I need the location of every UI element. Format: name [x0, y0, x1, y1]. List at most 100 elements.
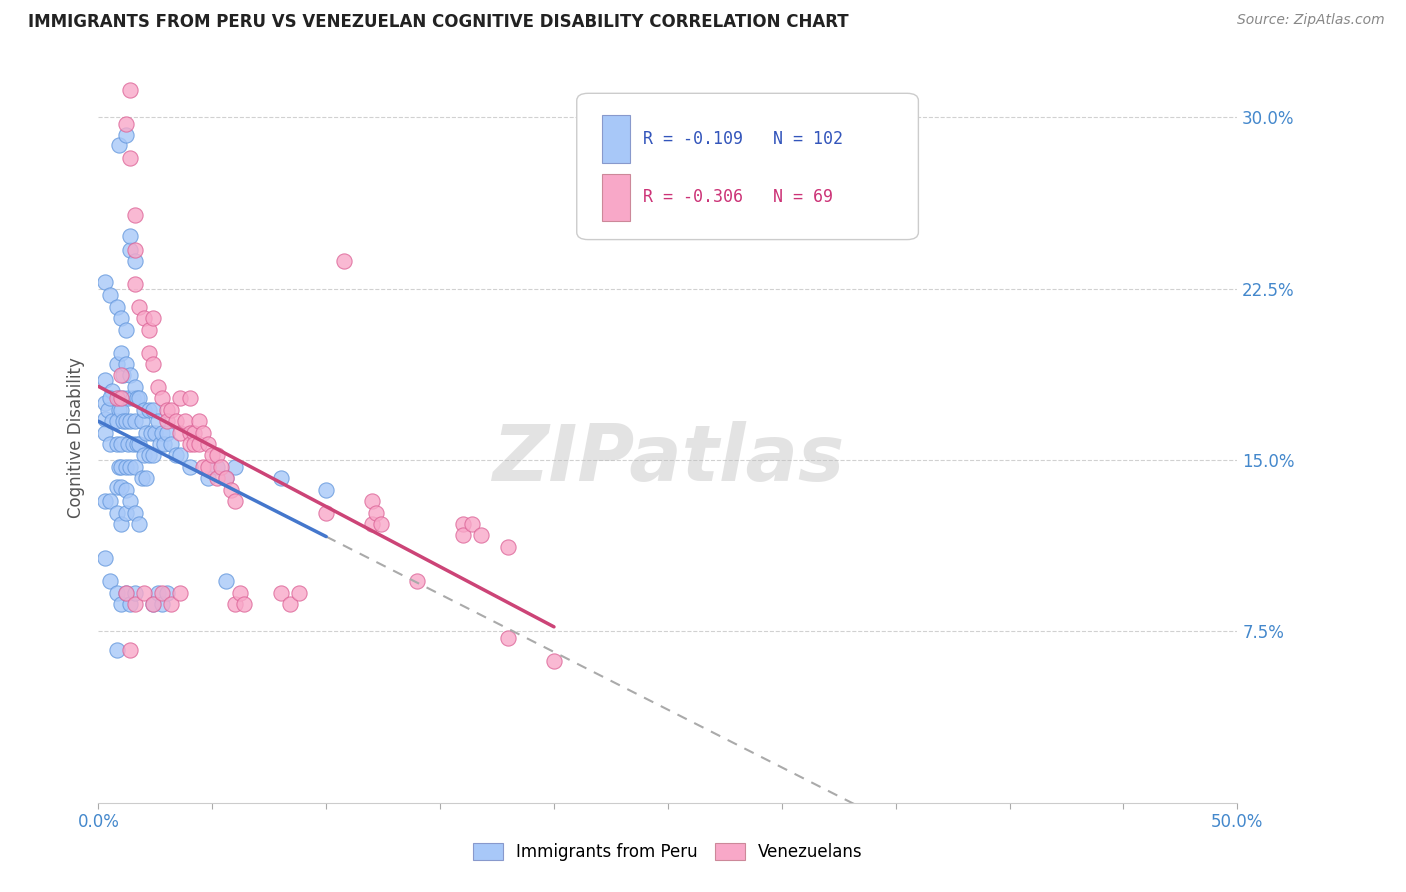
- Point: [233, 597, 256, 611]
- Point: [128, 437, 150, 451]
- Point: [270, 585, 292, 599]
- Point: [121, 437, 143, 451]
- Point: [201, 449, 224, 463]
- Point: [124, 208, 146, 222]
- Point: [128, 391, 150, 405]
- Point: [110, 480, 132, 494]
- Point: [124, 254, 146, 268]
- Point: [470, 528, 492, 542]
- Text: ZIPatlas: ZIPatlas: [492, 421, 844, 497]
- Point: [160, 402, 183, 417]
- Point: [114, 459, 136, 474]
- Point: [114, 128, 136, 143]
- Point: [124, 459, 146, 474]
- Point: [94, 551, 117, 566]
- Text: IMMIGRANTS FROM PERU VS VENEZUELAN COGNITIVE DISABILITY CORRELATION CHART: IMMIGRANTS FROM PERU VS VENEZUELAN COGNI…: [28, 13, 849, 31]
- Point: [224, 459, 246, 474]
- Point: [110, 311, 132, 326]
- Point: [169, 425, 191, 440]
- Point: [98, 391, 121, 405]
- Point: [120, 642, 142, 657]
- Point: [114, 506, 136, 520]
- Point: [94, 275, 117, 289]
- Point: [146, 585, 169, 599]
- Point: [114, 585, 136, 599]
- Point: [112, 414, 135, 428]
- Point: [124, 243, 146, 257]
- Point: [114, 585, 136, 599]
- Point: [114, 117, 136, 131]
- Point: [124, 506, 146, 520]
- Point: [498, 632, 520, 646]
- Legend: Immigrants from Peru, Venezuelans: Immigrants from Peru, Venezuelans: [467, 836, 869, 868]
- Point: [165, 449, 187, 463]
- Point: [288, 585, 311, 599]
- Point: [224, 494, 246, 508]
- Point: [360, 494, 382, 508]
- Point: [156, 414, 179, 428]
- Point: [114, 323, 136, 337]
- Point: [120, 151, 142, 165]
- Point: [110, 391, 132, 405]
- Point: [121, 391, 143, 405]
- Point: [110, 437, 132, 451]
- Point: [105, 391, 128, 405]
- Point: [139, 425, 162, 440]
- Point: [142, 402, 165, 417]
- Point: [183, 425, 205, 440]
- Point: [156, 585, 179, 599]
- Point: [138, 402, 160, 417]
- Point: [96, 402, 118, 417]
- Point: [110, 516, 132, 531]
- Point: [187, 437, 209, 451]
- Point: [228, 585, 250, 599]
- Point: [197, 459, 219, 474]
- Point: [498, 540, 520, 554]
- Point: [179, 391, 201, 405]
- Point: [120, 597, 142, 611]
- Point: [360, 516, 382, 531]
- Point: [138, 323, 160, 337]
- Point: [193, 425, 215, 440]
- Point: [406, 574, 429, 588]
- Point: [193, 459, 215, 474]
- Point: [156, 425, 179, 440]
- Point: [209, 459, 232, 474]
- Point: [146, 380, 169, 394]
- Point: [98, 494, 121, 508]
- Point: [108, 137, 131, 152]
- Point: [142, 311, 165, 326]
- Point: [224, 597, 246, 611]
- Point: [105, 642, 128, 657]
- Point: [124, 597, 146, 611]
- Point: [142, 449, 165, 463]
- Point: [114, 414, 136, 428]
- Point: [461, 516, 484, 531]
- Point: [105, 437, 128, 451]
- Point: [112, 368, 135, 383]
- Point: [179, 425, 201, 440]
- Point: [110, 459, 132, 474]
- Point: [150, 391, 173, 405]
- Point: [150, 597, 173, 611]
- Point: [149, 437, 172, 451]
- Point: [131, 414, 153, 428]
- Point: [197, 471, 219, 485]
- Point: [105, 480, 128, 494]
- Point: [132, 311, 155, 326]
- Point: [183, 437, 205, 451]
- Point: [142, 597, 165, 611]
- Point: [114, 357, 136, 371]
- Point: [117, 437, 139, 451]
- Point: [132, 585, 155, 599]
- Point: [215, 574, 238, 588]
- Text: Source: ZipAtlas.com: Source: ZipAtlas.com: [1237, 13, 1385, 28]
- Point: [174, 414, 197, 428]
- Point: [146, 414, 169, 428]
- Point: [94, 412, 117, 426]
- Text: R = -0.109   N = 102: R = -0.109 N = 102: [643, 129, 842, 148]
- Point: [278, 597, 301, 611]
- Point: [197, 437, 219, 451]
- Point: [110, 402, 132, 417]
- Point: [153, 437, 176, 451]
